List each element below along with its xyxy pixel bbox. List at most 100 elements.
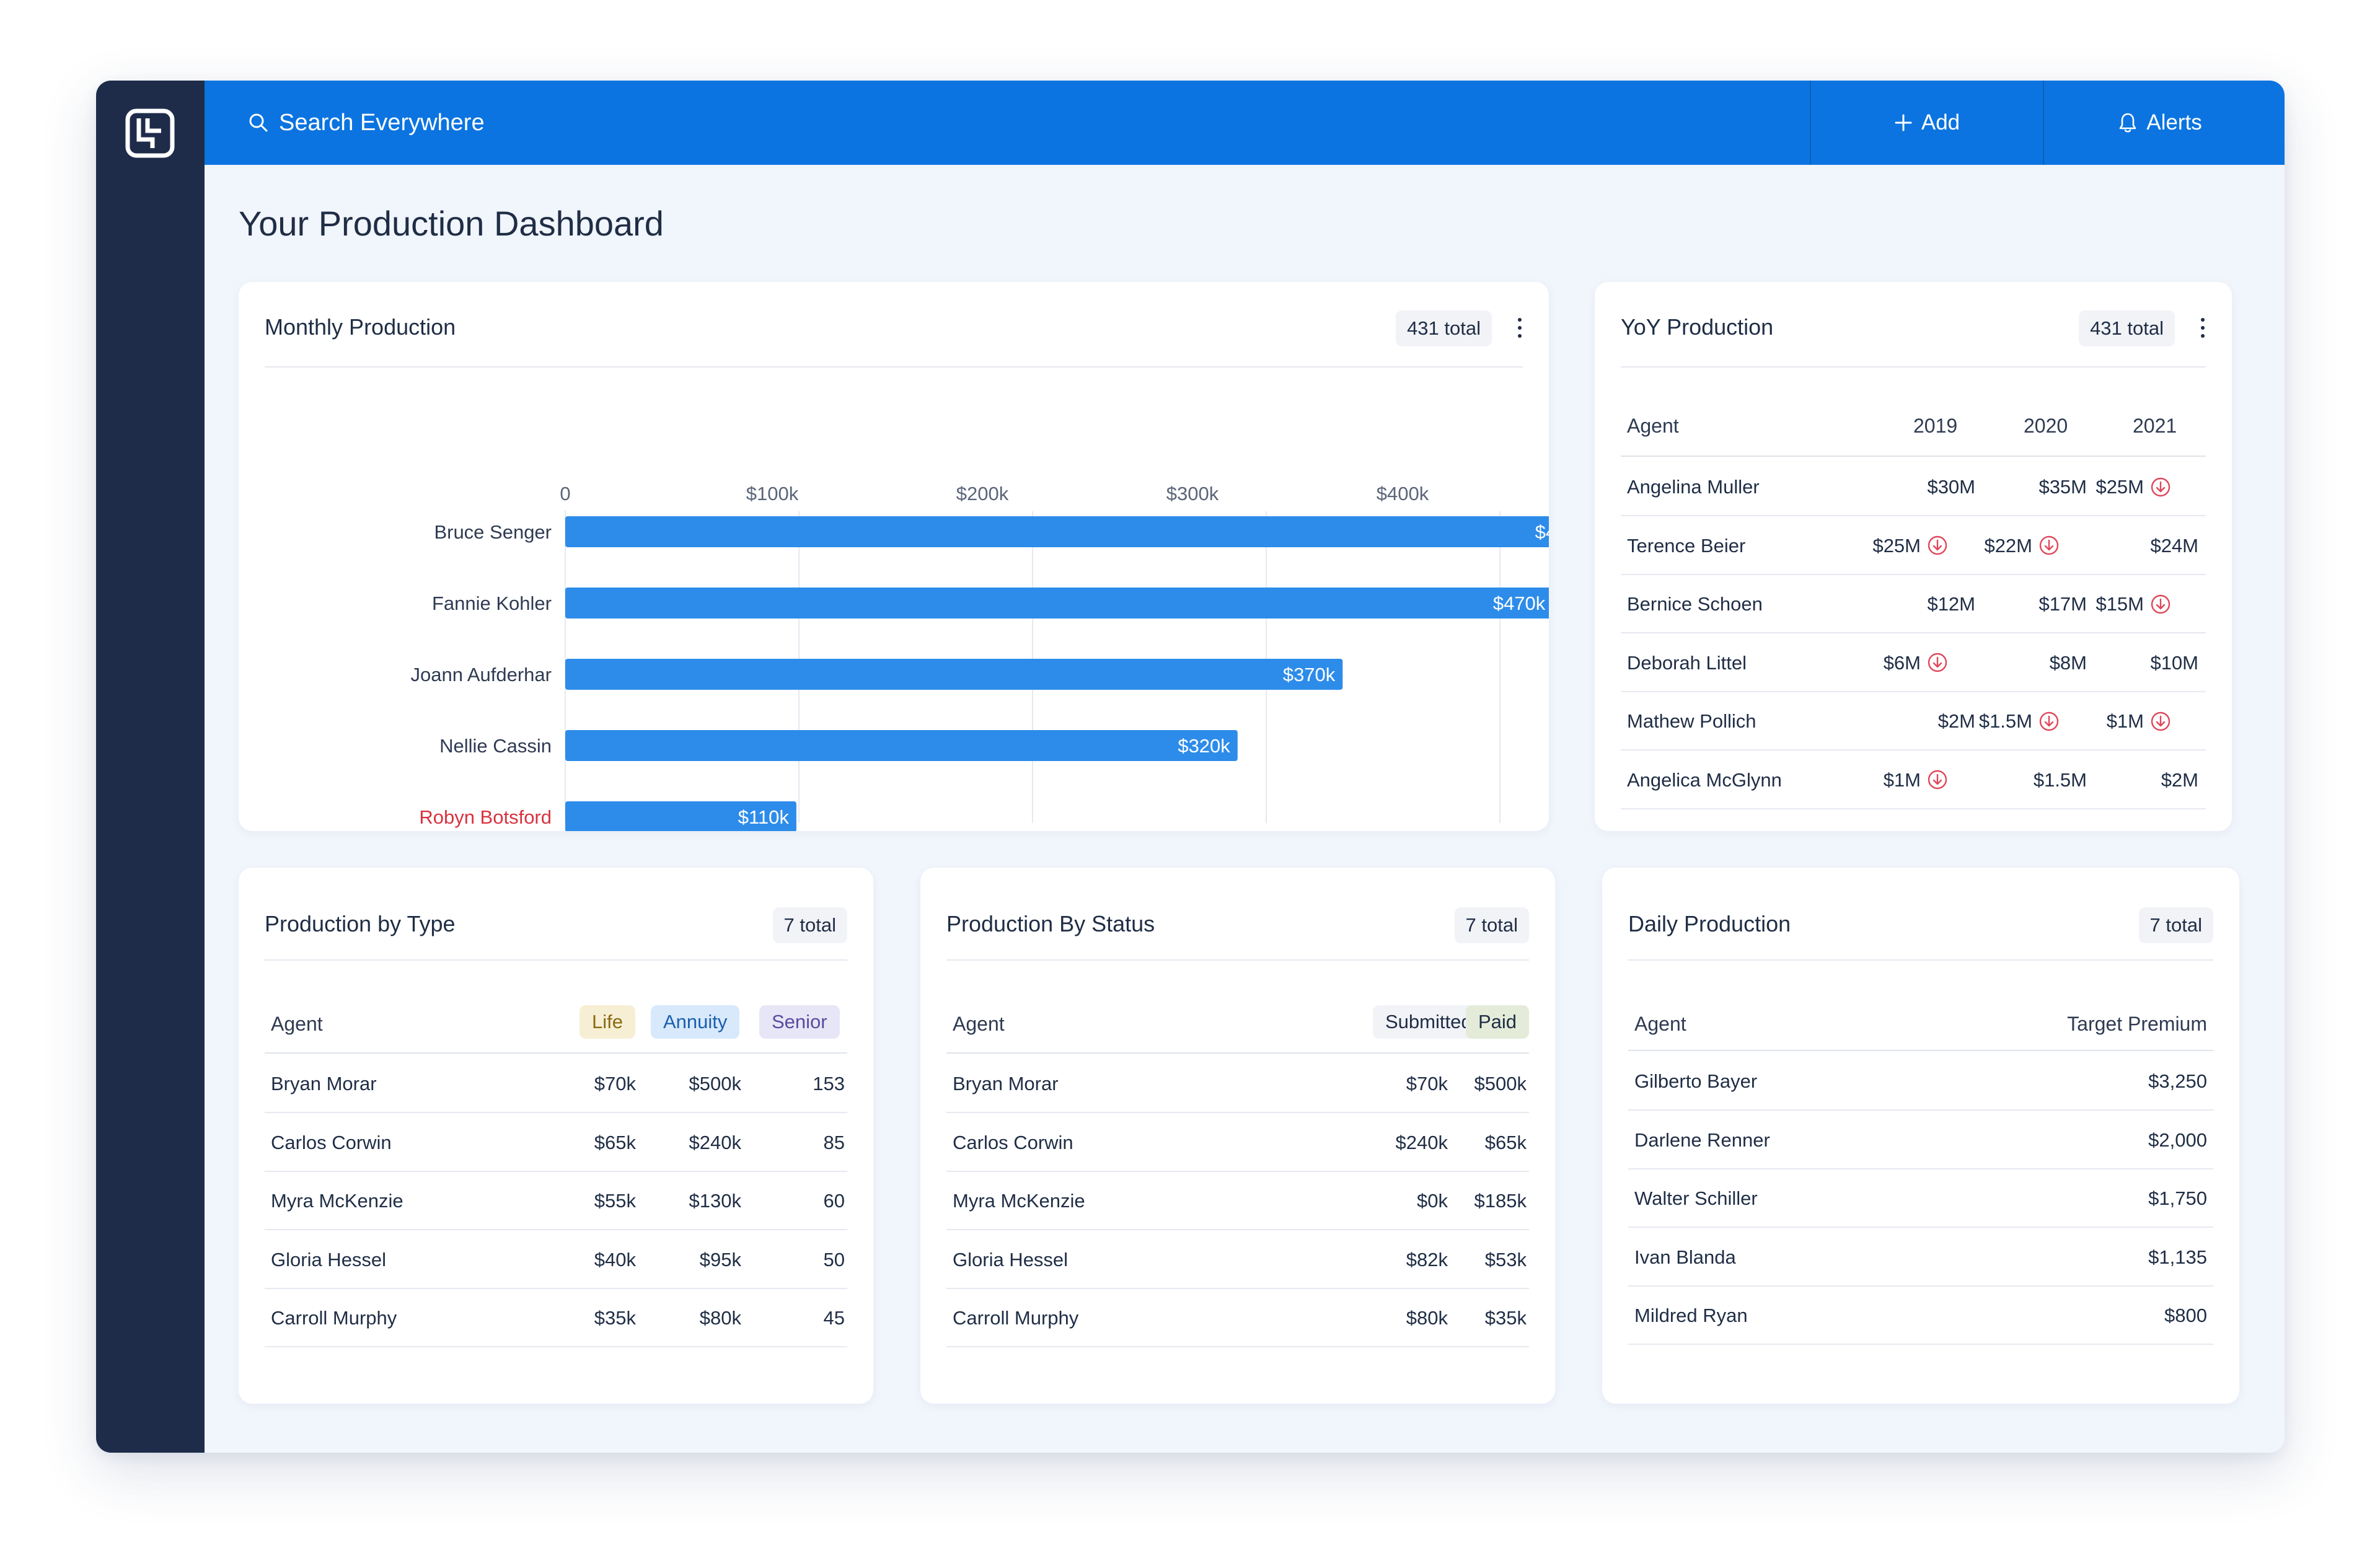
- type-value: $80k: [699, 1307, 741, 1329]
- type-value: 50: [823, 1248, 845, 1270]
- target-premium-value: $1,135: [2148, 1246, 2207, 1268]
- status-value: $500k: [1474, 1073, 1527, 1094]
- table-row: Angelina Muller $30M $35M $25M: [1621, 458, 2206, 516]
- arrow-down-circle-icon: [2151, 711, 2171, 731]
- target-premium-value: $800: [2164, 1305, 2207, 1326]
- status-value: $35k: [1484, 1307, 1527, 1329]
- total-badge: 7 total: [772, 907, 847, 943]
- agent-name: Gloria Hessel: [953, 1248, 1069, 1270]
- add-button[interactable]: Add: [1810, 81, 2043, 165]
- agent-name: Carlos Corwin: [271, 1131, 392, 1153]
- table-row: Darlene Renner $2,000: [1628, 1111, 2213, 1169]
- yoy-value: $22M: [1984, 517, 2060, 575]
- page-title: Your Production Dashboard: [239, 204, 664, 243]
- card-title: Monthly Production: [265, 314, 456, 340]
- arrow-down-circle-icon: [1928, 536, 1947, 555]
- yoy-value: $25M: [1872, 517, 1948, 575]
- paid-pill: Paid: [1466, 1005, 1530, 1039]
- total-badge: 431 total: [2079, 310, 2175, 346]
- category-label: Bruce Senger: [434, 521, 552, 543]
- production-by-type-table: Agent Life Annuity Senior Bryan Morar $70…: [265, 1003, 847, 1375]
- card-header: Production by Type 7 total: [265, 868, 847, 961]
- agent-name: Gloria Hessel: [271, 1248, 387, 1270]
- table-row: Myra McKenzie $0k $185k: [946, 1172, 1529, 1230]
- bar: [565, 588, 1549, 619]
- bar: [565, 730, 1238, 761]
- column-header: 2021: [2133, 415, 2177, 437]
- table-row: Carroll Murphy $80k $35k: [946, 1289, 1529, 1347]
- status-value: $65k: [1484, 1131, 1527, 1153]
- yoy-value-text: $25M: [2096, 476, 2144, 498]
- table-row: Gloria Hessel $82k $53k: [946, 1231, 1529, 1289]
- x-tick-label: 0: [560, 483, 570, 504]
- arrow-down-circle-icon: [2039, 536, 2059, 555]
- category-label: Nellie Cassin: [439, 735, 552, 757]
- yoy-value-text: $35M: [2038, 476, 2087, 498]
- table-row: Carroll Murphy $35k $80k 45: [265, 1289, 847, 1347]
- table-row: Terence Beier $25M $22M $24M: [1621, 517, 2206, 575]
- table-row: Carlos Corwin $240k $65k: [946, 1114, 1529, 1172]
- monthly-production-card: Monthly Production 431 total 0 $100k $200k…: [239, 282, 1549, 831]
- more-options-icon[interactable]: [1515, 314, 1524, 341]
- table-row: Bernice Schoen $12M $17M $15M: [1621, 575, 2206, 633]
- table-row: Gilberto Bayer $3,250: [1628, 1052, 2213, 1111]
- agent-name: Terence Beier: [1627, 534, 1746, 557]
- table-header: Agent 2019 2020 2021: [1621, 406, 2206, 457]
- yoy-value: $35M: [2038, 458, 2087, 516]
- status-value: $80k: [1406, 1307, 1448, 1329]
- production-by-status-table: Agent Submitted Paid Bryan Morar $70k $500…: [946, 1003, 1530, 1375]
- yoy-value-text: $17M: [2038, 593, 2087, 615]
- add-label: Add: [1921, 110, 1960, 134]
- table-row: Bryan Morar $70k $500k: [946, 1055, 1529, 1113]
- type-value: $500k: [689, 1073, 741, 1094]
- type-value: $55k: [594, 1190, 636, 1212]
- yoy-value-text: $1M: [1883, 768, 1921, 791]
- type-value: $35k: [594, 1307, 636, 1329]
- daily-production-table: Agent Target Premium Gilberto Bayer $3,25…: [1628, 1003, 2213, 1375]
- yoy-value: $1M: [2107, 692, 2171, 751]
- yoy-value-text: $2M: [1937, 710, 1975, 732]
- bar-value-label: $490k: [1535, 521, 1549, 543]
- type-value: 60: [823, 1190, 845, 1212]
- bar: [565, 516, 1549, 547]
- card-header: Monthly Production 431 total: [265, 282, 1523, 368]
- agent-name: Carroll Murphy: [953, 1307, 1079, 1329]
- table-row: Mildred Ryan $800: [1628, 1287, 2213, 1345]
- yoy-table: Agent 2019 2020 2021 Angelina Muller $30M…: [1621, 406, 2206, 815]
- x-tick-label: $400k: [1377, 483, 1429, 504]
- agent-name: Mildred Ryan: [1634, 1305, 1748, 1326]
- app-logo-icon[interactable]: [125, 108, 175, 158]
- type-value: $240k: [689, 1131, 741, 1153]
- type-value: 153: [813, 1073, 845, 1094]
- yoy-value: $1M: [1884, 751, 1948, 809]
- type-value: $70k: [594, 1073, 636, 1094]
- bell-icon: [2119, 113, 2136, 133]
- yoy-value: $2M: [1938, 692, 1975, 751]
- yoy-value: $6M: [1884, 634, 1948, 692]
- status-value: $70k: [1406, 1073, 1448, 1094]
- card-title: YoY Production: [1621, 314, 1774, 340]
- table-row: Deborah Littel $6M $8M $10M: [1621, 634, 2206, 692]
- column-header: 2019: [1913, 415, 1958, 437]
- status-value: $185k: [1474, 1190, 1527, 1212]
- yoy-value: $1.5M: [2034, 751, 2087, 809]
- arrow-down-circle-icon: [1928, 770, 1947, 790]
- agent-name: Angelina Muller: [1627, 476, 1760, 498]
- bar-value-label: $110k: [738, 806, 790, 828]
- yoy-value: $8M: [2050, 634, 2087, 692]
- yoy-value-text: $22M: [1984, 534, 2032, 557]
- more-options-icon[interactable]: [2198, 314, 2207, 341]
- bar: [565, 801, 796, 831]
- alerts-button[interactable]: Alerts: [2043, 81, 2276, 165]
- agent-name: Carlos Corwin: [953, 1131, 1073, 1153]
- senior-pill: Senior: [759, 1005, 840, 1039]
- card-title: Production By Status: [946, 911, 1155, 936]
- agent-name: Bernice Schoen: [1627, 593, 1763, 615]
- card-header: YoY Production 431 total: [1621, 282, 2206, 368]
- search-input[interactable]: Search Everywhere: [248, 81, 485, 165]
- agent-name: Walter Schiller: [1634, 1187, 1758, 1209]
- card-header: Daily Production 7 total: [1628, 868, 2213, 961]
- total-badge: 7 total: [2138, 907, 2213, 943]
- x-tick-label: $200k: [956, 483, 1009, 504]
- yoy-value-text: $1M: [2106, 710, 2144, 732]
